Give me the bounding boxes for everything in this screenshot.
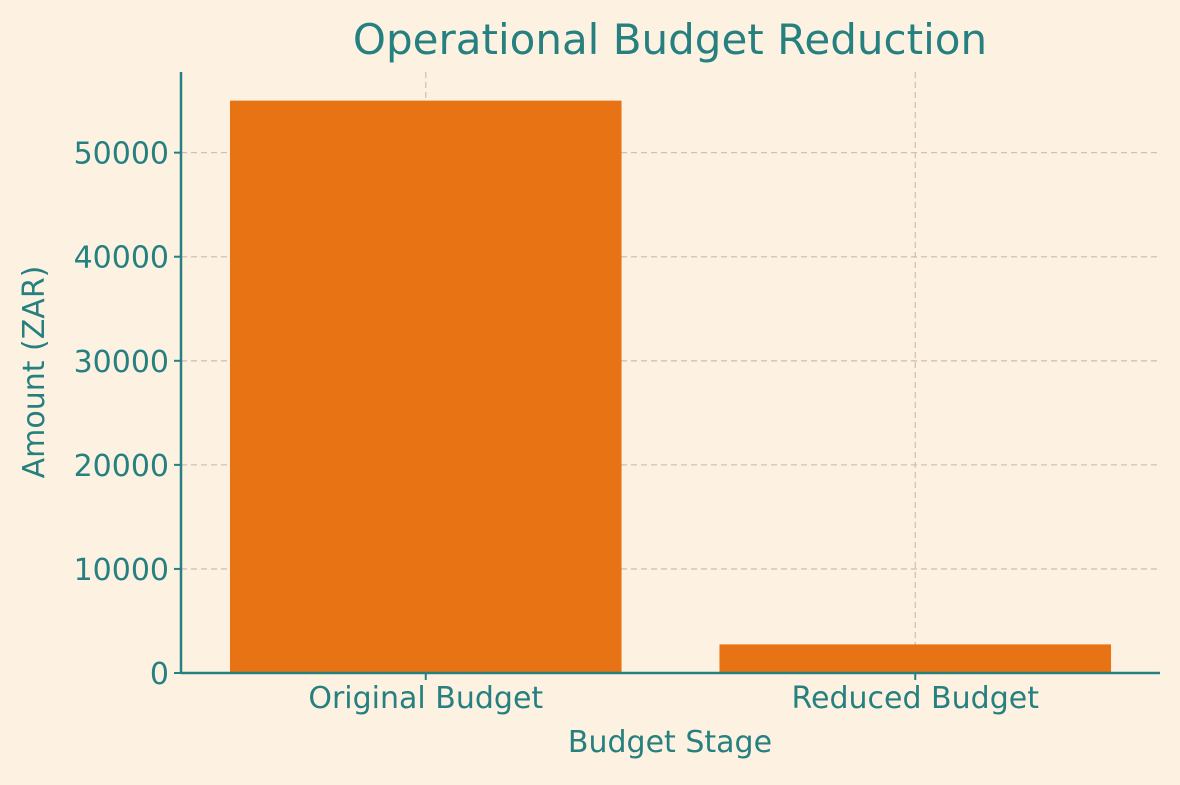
bar-reduced-budget bbox=[719, 644, 1112, 673]
axis-layer bbox=[179, 72, 1160, 675]
x-axis-label: Budget Stage bbox=[568, 725, 772, 760]
bar-original-budget bbox=[229, 100, 622, 674]
tick-layer: 0 10000 20000 30000 40000 50000 Original Budge… bbox=[74, 137, 1040, 716]
y-tick-label: 40000 bbox=[74, 241, 169, 276]
x-tick-label: Reduced Budget bbox=[792, 681, 1040, 716]
x-tick-label: Original Budget bbox=[308, 681, 543, 716]
y-tick-label: 50000 bbox=[74, 137, 169, 172]
y-tick-label: 0 bbox=[150, 657, 169, 692]
y-tick-label: 10000 bbox=[74, 553, 169, 588]
y-tick-label: 30000 bbox=[74, 345, 169, 380]
bar-layer bbox=[229, 100, 1112, 674]
y-axis-label: Amount (ZAR) bbox=[17, 266, 52, 479]
y-tick-label: 20000 bbox=[74, 449, 169, 484]
chart-title: Operational Budget Reduction bbox=[353, 15, 987, 64]
